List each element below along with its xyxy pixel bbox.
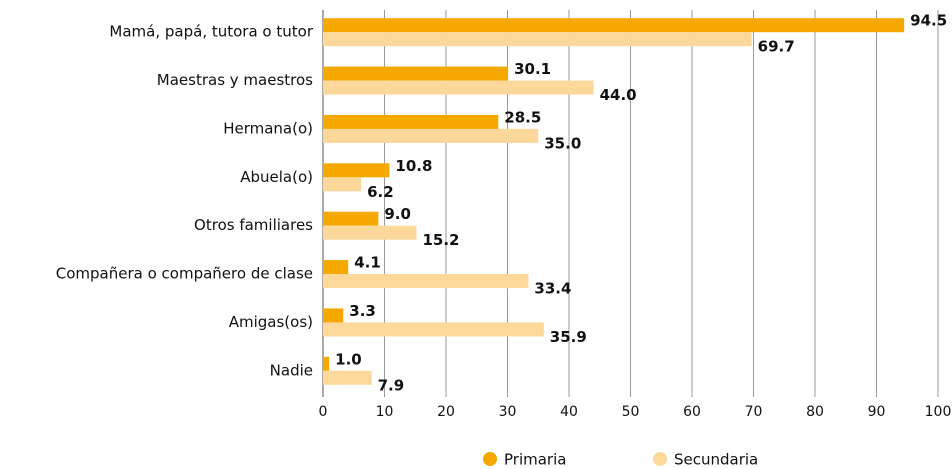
x-tick-label: 30 [499,404,517,420]
bar [323,128,539,143]
legend-marker [653,452,667,466]
x-tick-label: 100 [925,404,952,420]
y-tick-label: Amigas(os) [229,313,313,331]
bar [323,356,330,371]
bar [323,322,544,337]
value-label: 9.0 [384,205,411,223]
x-tick-label: 10 [376,404,394,420]
x-tick-label: 40 [560,404,578,420]
value-label: 10.8 [395,157,432,175]
y-tick-label: Maestras y maestros [157,71,313,89]
bar [323,274,529,289]
y-tick-label: Compañera o compañero de clase [56,265,313,283]
x-tick-label: 60 [683,404,701,420]
x-tick-label: 90 [868,404,886,420]
legend-label: Primaria [504,451,566,469]
bar [323,370,372,385]
value-label: 4.1 [354,254,381,272]
bar [323,32,752,47]
x-tick-label: 20 [437,404,455,420]
value-label: 15.2 [422,231,459,249]
bar [323,225,417,240]
value-label: 35.9 [550,328,587,346]
bar [323,114,499,129]
bar [323,177,362,192]
value-label: 33.4 [534,280,571,298]
value-label: 6.2 [367,183,394,201]
x-tick-label: 80 [806,404,824,420]
value-label: 94.5 [910,12,947,30]
y-tick-label: Nadie [270,361,313,379]
value-label: 35.0 [544,134,581,152]
x-tick-label: 50 [622,404,640,420]
value-label: 3.3 [349,302,376,320]
value-label: 28.5 [504,108,541,126]
value-label: 30.1 [514,60,551,78]
bar [323,260,349,275]
x-tick-label: 70 [745,404,763,420]
x-tick-label: 0 [319,404,328,420]
value-label: 1.0 [335,350,362,368]
bar [323,308,344,323]
y-tick-label: Hermana(o) [223,119,313,137]
y-tick-label: Otros familiares [194,216,313,234]
value-label: 7.9 [378,376,405,394]
value-label: 44.0 [600,86,637,104]
bar [323,18,905,33]
legend-marker [483,452,497,466]
bar [323,66,509,81]
y-tick-label: Abuela(o) [240,168,313,186]
value-label: 69.7 [758,38,795,56]
legend-label: Secundaria [674,451,758,469]
bar [323,163,390,178]
bar [323,211,379,226]
y-tick-label: Mamá, papá, tutora o tutor [109,23,313,41]
bar [323,80,594,95]
